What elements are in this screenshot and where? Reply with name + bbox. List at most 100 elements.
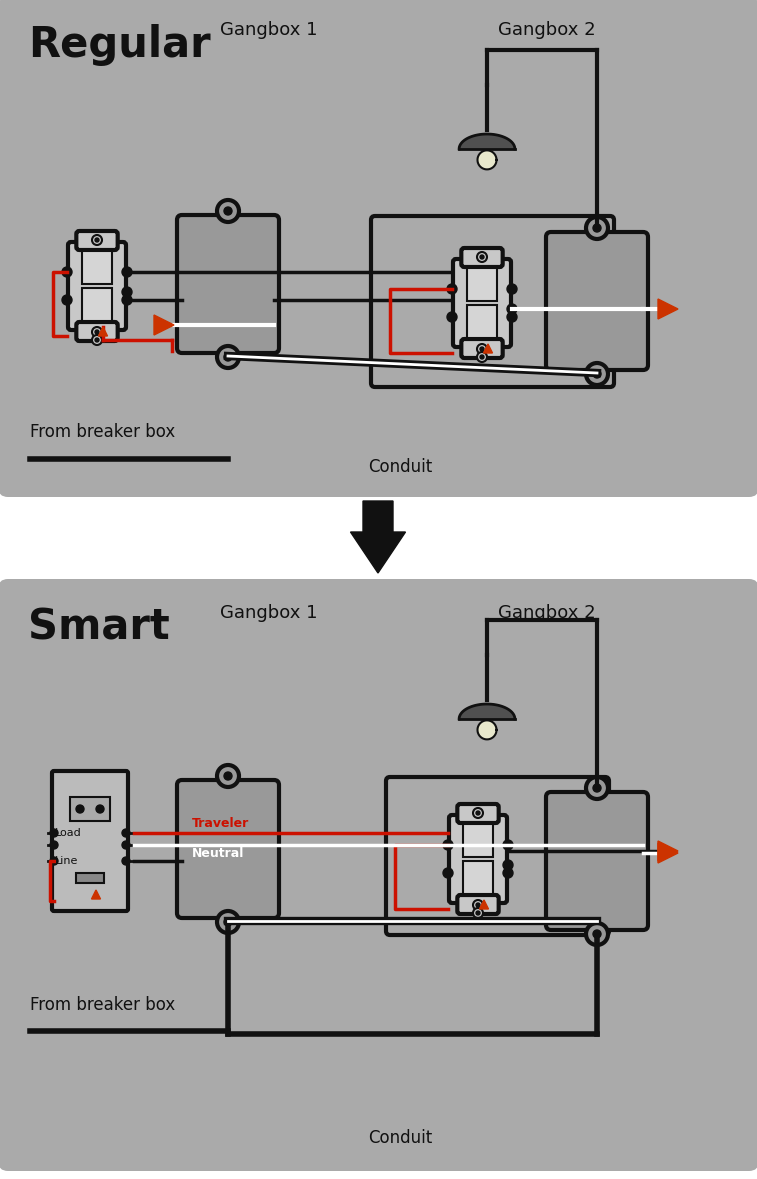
Circle shape [443,839,453,850]
Circle shape [503,859,513,870]
Polygon shape [459,134,515,149]
Circle shape [586,923,608,946]
Circle shape [586,777,608,799]
Circle shape [217,765,239,788]
Polygon shape [658,841,678,861]
Text: Gangbox 2: Gangbox 2 [498,604,596,623]
Text: Smart: Smart [28,607,170,648]
FancyBboxPatch shape [371,216,614,387]
Text: Line: Line [55,856,79,867]
Polygon shape [478,151,497,170]
Text: Conduit: Conduit [368,1129,432,1147]
Polygon shape [479,900,488,909]
FancyBboxPatch shape [461,248,503,266]
Circle shape [217,911,239,933]
Circle shape [122,857,130,865]
Circle shape [224,772,232,780]
FancyBboxPatch shape [461,340,503,358]
Bar [463,861,493,894]
Polygon shape [658,299,678,320]
Circle shape [503,868,513,878]
Circle shape [50,857,58,865]
Bar [76,872,104,883]
Bar [70,797,110,821]
Text: Gangbox 1: Gangbox 1 [220,604,317,623]
Circle shape [476,811,480,815]
Circle shape [224,353,232,361]
Circle shape [95,338,99,342]
Circle shape [92,235,102,245]
FancyBboxPatch shape [546,792,648,930]
Text: Load: Load [55,828,82,838]
Text: From breaker box: From breaker box [30,996,176,1014]
Circle shape [122,829,130,837]
Circle shape [92,327,102,337]
FancyBboxPatch shape [52,771,128,911]
Bar [463,824,493,857]
Circle shape [507,284,517,294]
Circle shape [473,808,483,818]
Circle shape [95,238,99,242]
Circle shape [50,841,58,849]
Circle shape [477,353,487,362]
Circle shape [507,304,517,314]
Polygon shape [154,315,174,335]
Text: Traveler: Traveler [192,817,249,830]
FancyBboxPatch shape [453,259,511,347]
Circle shape [476,903,480,907]
Circle shape [476,911,480,915]
Circle shape [480,347,484,351]
Circle shape [122,286,132,297]
FancyBboxPatch shape [76,322,117,341]
Polygon shape [350,501,406,573]
Polygon shape [484,344,493,353]
Circle shape [480,355,484,358]
Circle shape [473,908,483,918]
Circle shape [507,312,517,322]
Circle shape [122,295,132,305]
Circle shape [443,868,453,878]
Circle shape [50,829,58,837]
FancyBboxPatch shape [457,895,499,914]
Bar [467,268,497,301]
Circle shape [62,295,72,305]
Circle shape [122,266,132,277]
Text: From breaker box: From breaker box [30,423,176,441]
Circle shape [92,335,102,345]
Circle shape [473,900,483,910]
Circle shape [122,841,130,849]
FancyBboxPatch shape [0,579,757,1171]
Circle shape [217,345,239,368]
Bar [467,305,497,338]
Circle shape [447,312,457,322]
FancyBboxPatch shape [76,231,117,250]
Circle shape [76,805,84,814]
Circle shape [593,784,601,792]
Circle shape [593,930,601,938]
Circle shape [480,255,484,259]
Circle shape [586,217,608,239]
FancyBboxPatch shape [386,777,609,935]
Circle shape [477,344,487,354]
Polygon shape [658,843,678,863]
FancyBboxPatch shape [0,0,757,498]
Polygon shape [98,327,107,336]
Text: Conduit: Conduit [368,457,432,476]
Circle shape [503,839,513,850]
Circle shape [447,284,457,294]
Circle shape [477,252,487,262]
FancyBboxPatch shape [546,232,648,370]
Circle shape [224,208,232,215]
Text: Gangbox 1: Gangbox 1 [220,21,317,39]
Text: Regular: Regular [28,24,210,66]
Polygon shape [478,720,497,739]
FancyBboxPatch shape [177,780,279,918]
FancyBboxPatch shape [457,804,499,823]
FancyBboxPatch shape [449,815,507,903]
Bar [82,251,112,284]
Circle shape [593,224,601,232]
Circle shape [95,330,99,334]
Polygon shape [92,890,101,900]
Circle shape [96,805,104,814]
Circle shape [224,918,232,926]
